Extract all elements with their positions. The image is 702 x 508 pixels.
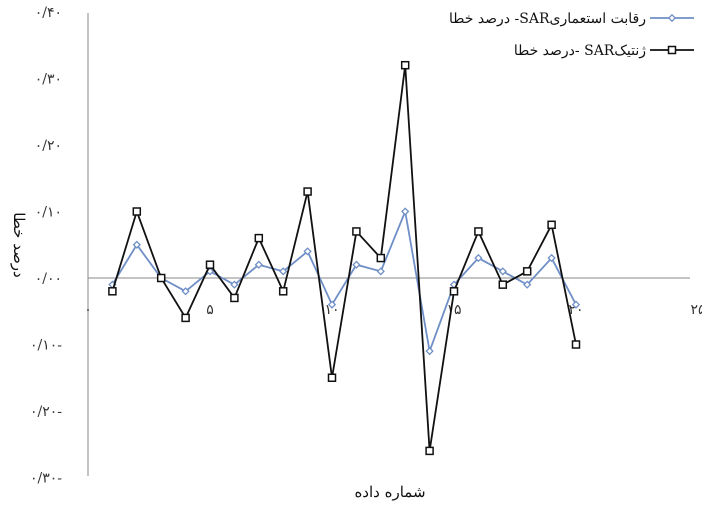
series-line-2 (111, 65, 577, 452)
data-point (547, 220, 556, 230)
data-point (376, 253, 386, 263)
data-point (278, 287, 288, 296)
y-tick-label: ۰/۴۰ (35, 5, 62, 21)
y-tick-label: ۰/۳۰- (30, 471, 62, 487)
legend-marker (667, 45, 677, 55)
legend-marker (667, 13, 677, 23)
x-tick-label: ۲۰ (568, 302, 583, 318)
data-point (523, 280, 532, 289)
y-tick-label: ۰/۲۰ (35, 138, 62, 154)
x-tick-label: ۱۰ (324, 302, 339, 318)
data-point (352, 227, 361, 236)
data-point (449, 287, 459, 296)
data-point (132, 207, 142, 216)
x-tick-label: ۵ (206, 302, 214, 318)
data-point (474, 227, 483, 236)
data-point (571, 300, 581, 309)
data-point (352, 260, 361, 269)
data-point (303, 247, 312, 256)
data-point (327, 373, 337, 382)
data-point (571, 340, 581, 349)
data-point (303, 187, 312, 196)
y-axis-title: درصد خطا (10, 212, 28, 277)
x-tick-label: ۱۵ (446, 302, 461, 318)
x-tick-label: ۲۵ (690, 302, 702, 318)
y-tick-label: ۰/۱۰- (30, 338, 62, 354)
legend-label: درصد خطا -SARرقابت استعماری (449, 11, 646, 27)
data-point (425, 347, 434, 356)
data-point (156, 273, 166, 283)
y-tick-label: ۰/۲۰- (30, 404, 62, 420)
series-layer (108, 60, 581, 456)
data-point (376, 267, 385, 276)
data-point (547, 253, 556, 263)
data-point (254, 260, 263, 269)
x-axis-title: شماره داده (354, 483, 425, 501)
data-point (132, 240, 141, 249)
legend-label: درصد خطا- SARژنتیک (514, 43, 646, 59)
legend: درصد خطا -SARرقابت استعماری درصد خطا- SAR… (449, 11, 694, 59)
data-point (254, 233, 264, 243)
legend-item-2: درصد خطا- SARژنتیک (514, 43, 694, 59)
data-point (498, 267, 507, 276)
x-tick-label: ۰ (84, 302, 92, 318)
data-point (181, 313, 190, 323)
data-point (230, 293, 239, 303)
data-point (522, 267, 532, 276)
data-point (327, 300, 337, 309)
data-point (425, 446, 434, 456)
legend-item-1: درصد خطا -SARرقابت استعماری (449, 11, 694, 27)
y-tick-label: ۰/۰۰ (35, 271, 62, 287)
y-tick-label: ۰/۱۰ (35, 205, 62, 221)
y-tick-label: ۰/۳۰ (35, 72, 62, 88)
data-point (474, 253, 483, 263)
axes: ۰/۴۰ ۰/۳۰ ۰/۲۰ ۰/۱۰ ۰/۰۰ ۰/۱۰- ۰/۲۰- ۰/۳۰- ۰ ۵ ۱۰ ۱… (30, 5, 702, 487)
data-point (230, 280, 239, 289)
data-point (205, 260, 215, 269)
data-point (400, 60, 410, 70)
data-point (108, 287, 117, 296)
data-point (279, 267, 288, 276)
data-point (181, 287, 190, 296)
data-point (498, 280, 508, 289)
series-line-1 (111, 208, 577, 355)
data-point (401, 207, 410, 216)
series-2 (108, 60, 581, 456)
